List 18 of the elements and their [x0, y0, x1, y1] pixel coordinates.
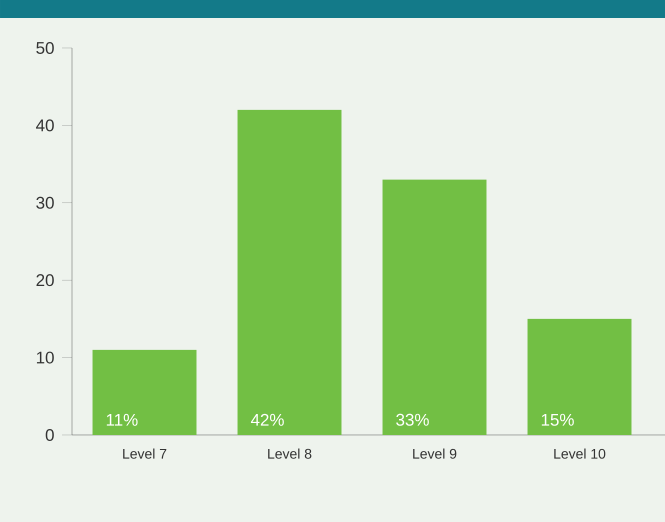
bar [238, 110, 342, 435]
data-label: 11% [106, 414, 138, 426]
y-tick-label: 10 [36, 352, 54, 364]
bar [92, 350, 196, 435]
y-tick-label: 50 [36, 42, 54, 54]
y-tick-label: 20 [36, 274, 54, 286]
x-tick-label: Level 8 [268, 448, 312, 459]
x-tick-label: Level 10 [554, 448, 606, 459]
data-label: 42% [250, 414, 284, 426]
bar [528, 318, 632, 435]
data-label: 33% [396, 414, 429, 426]
data-label: 15% [542, 414, 574, 426]
x-tick-label: Level 7 [123, 448, 166, 459]
y-tick-label: 40 [36, 119, 54, 132]
y-tick-label: 30 [36, 196, 54, 209]
y-tick-label: 0 [46, 428, 54, 441]
x-tick-label: Level 9 [413, 448, 456, 459]
bar [382, 180, 486, 435]
